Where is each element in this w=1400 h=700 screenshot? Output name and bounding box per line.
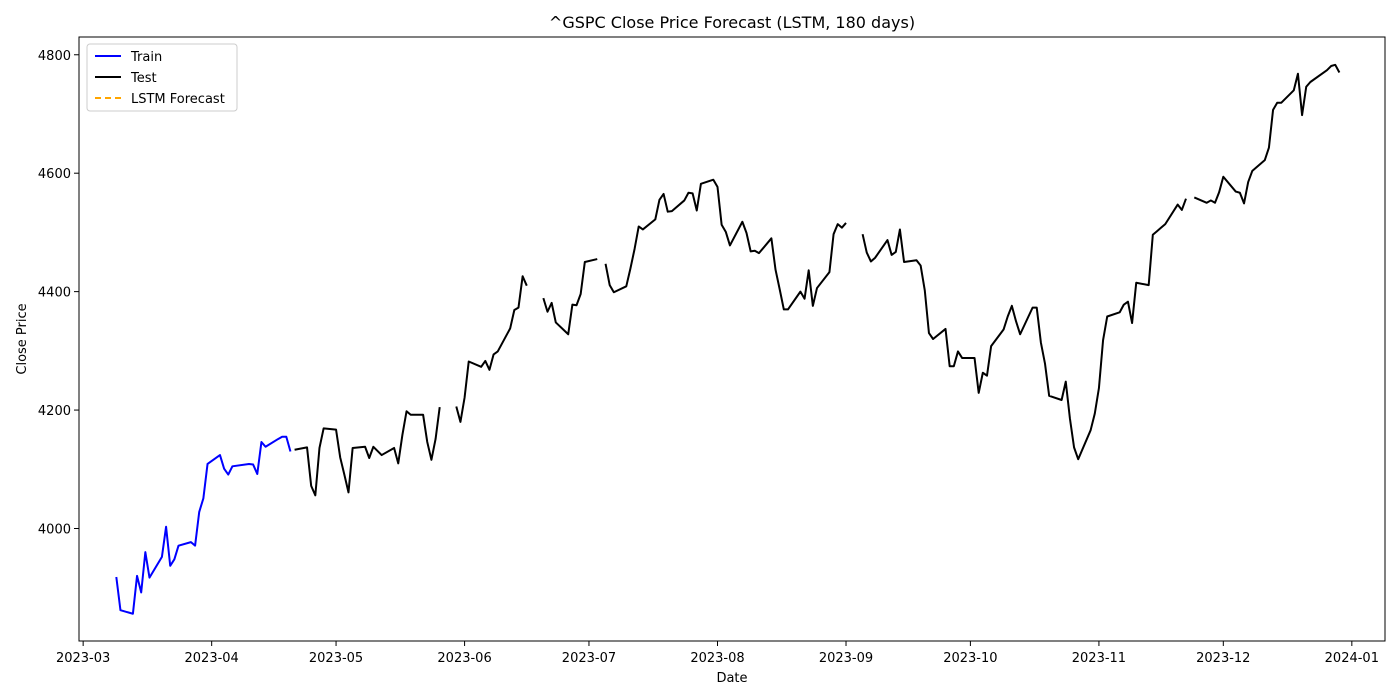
- x-tick-label: 2023-07: [562, 651, 616, 666]
- test-series-line: [455, 275, 528, 423]
- x-axis: 2023-03 2023-04 2023-05 2023-06 2023-07 2023-…: [56, 641, 1379, 666]
- x-tick-label: 2023-12: [1196, 651, 1250, 666]
- y-tick-label: 4400: [38, 286, 71, 301]
- y-axis: 4000 4200 4400 4600 4800: [38, 49, 79, 537]
- x-tick-label: 2023-03: [56, 651, 110, 666]
- chart-title: ^GSPC Close Price Forecast (LSTM, 180 da…: [549, 13, 915, 32]
- y-tick-label: 4000: [38, 522, 71, 537]
- test-series-line: [294, 406, 441, 497]
- legend: Train Test LSTM Forecast: [86, 43, 238, 112]
- test-series-line: [542, 258, 598, 336]
- train-series-line: [115, 435, 292, 615]
- x-tick-label: 2023-09: [819, 651, 873, 666]
- y-tick-label: 4800: [38, 49, 71, 64]
- x-tick-label: 2023-06: [437, 651, 491, 666]
- legend-label-train: Train: [130, 50, 162, 65]
- x-tick-label: 2023-10: [943, 651, 997, 666]
- x-tick-label: 2023-04: [185, 651, 239, 666]
- y-tick-label: 4600: [38, 167, 71, 182]
- x-tick-label: 2023-05: [309, 651, 363, 666]
- x-tick-label: 2023-11: [1072, 651, 1126, 666]
- y-tick-label: 4200: [38, 404, 71, 419]
- legend-label-test: Test: [130, 71, 157, 86]
- x-tick-label: 2024-01: [1325, 651, 1379, 666]
- x-axis-label: Date: [716, 671, 747, 686]
- y-axis-label: Close Price: [15, 303, 30, 374]
- legend-label-lstm-forecast: LSTM Forecast: [131, 92, 225, 107]
- plot-area: [115, 63, 1341, 615]
- axes-frame: [78, 36, 1386, 642]
- x-tick-label: 2023-08: [690, 651, 744, 666]
- legend-box: [86, 43, 238, 112]
